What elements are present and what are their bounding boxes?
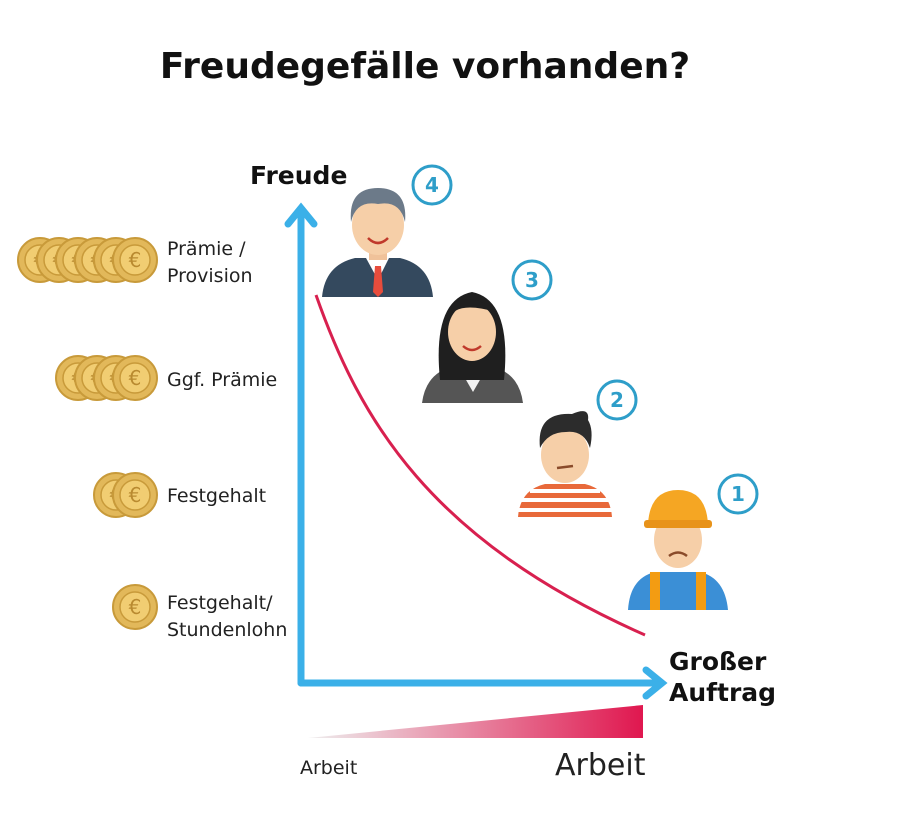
axes-part	[284, 202, 318, 228]
step-number: 2	[610, 388, 624, 412]
axes-part	[642, 666, 668, 700]
level-label-part: Ggf. Prämie	[167, 369, 277, 391]
effort-high-label: Arbeit	[555, 748, 646, 783]
avatar-woman-part	[447, 299, 496, 320]
level-label: Festgehalt	[167, 485, 266, 507]
avatar-worker-part	[668, 551, 688, 558]
avatar-worker-part	[648, 490, 708, 524]
level-label: Prämie / Provision	[167, 238, 253, 287]
step-number: 4	[425, 173, 439, 197]
x-axis-label-part: Auftrag	[669, 678, 776, 707]
avatar-worker-part	[650, 572, 660, 610]
x-axis-label-part: Großer	[669, 647, 767, 676]
coins	[17, 237, 158, 630]
avatar-woman-part	[448, 303, 496, 361]
step-badges-part	[596, 379, 638, 421]
title: Freudegefälle vorhanden?	[160, 46, 690, 87]
step-badges-part	[411, 164, 453, 206]
avatar-manager	[322, 188, 433, 297]
avatar-young-man	[518, 411, 612, 517]
level-label-part: Festgehalt	[167, 485, 266, 507]
avatar-manager-part	[350, 188, 406, 222]
avatar-young-man-part	[518, 489, 612, 512]
joy-curve	[314, 294, 646, 637]
level-label: Ggf. Prämie	[167, 369, 277, 391]
level-label-part: Festgehalt/	[167, 592, 273, 614]
axes	[284, 202, 668, 700]
step-badges	[411, 164, 759, 515]
coins-part	[112, 472, 158, 518]
x-axis-label: Großer Auftrag	[669, 647, 776, 707]
step-number: 1	[731, 482, 745, 506]
avatar-woman	[422, 292, 523, 403]
level-label-part: Provision	[167, 265, 253, 287]
coins-part	[112, 355, 158, 401]
level-label: Festgehalt/Stundenlohn	[167, 592, 287, 641]
avatar-worker	[628, 490, 728, 610]
effort-wedge	[308, 705, 643, 738]
step-number: 3	[525, 268, 539, 292]
avatar-worker-part	[628, 572, 728, 610]
avatar-worker-part	[696, 572, 706, 610]
coins-part	[112, 237, 158, 283]
y-axis-label: Freude	[250, 161, 347, 190]
avatar-young-man-part	[539, 411, 592, 448]
step-badges-part	[717, 473, 759, 515]
coins-part	[112, 584, 158, 630]
avatar-woman-part	[462, 345, 482, 352]
level-label-part: Stundenlohn	[167, 619, 287, 641]
avatar-worker-part	[644, 520, 712, 528]
avatar-young-man-part	[556, 464, 574, 470]
avatar-manager-part	[352, 195, 404, 255]
avatar-manager-part	[367, 237, 389, 245]
step-badges-part	[511, 259, 553, 301]
avatar-young-man-part	[541, 427, 589, 483]
effort-low-label: Arbeit	[300, 757, 357, 779]
avatar-manager-part	[373, 266, 383, 297]
level-label-part: Prämie /	[167, 238, 246, 260]
